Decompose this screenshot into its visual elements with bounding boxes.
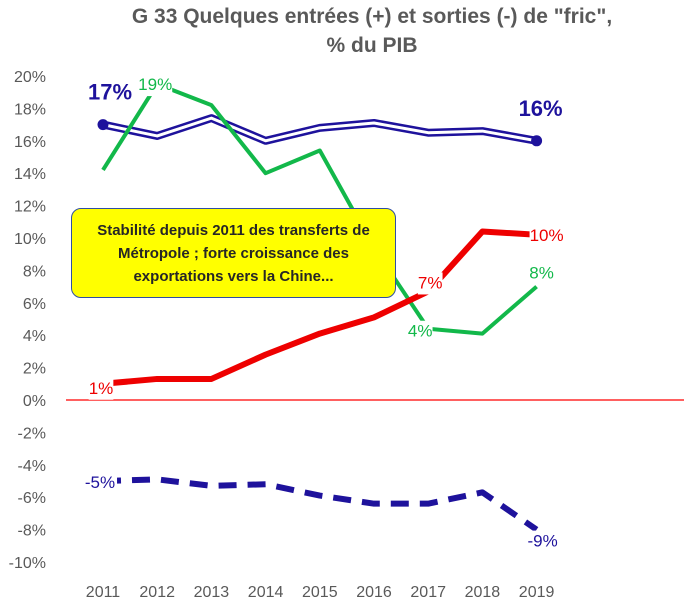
series-marker-transferts xyxy=(97,119,109,131)
label-sorties-2011-bg xyxy=(82,472,118,494)
y-tick-label: -2% xyxy=(18,425,46,442)
x-axis: 2011 2012 2013 2014 2015 2016 2017 2018 2019 xyxy=(86,584,555,601)
label-sorties-2019: -9% xyxy=(527,532,557,551)
y-tick-label: -8% xyxy=(18,523,46,540)
y-axis: -10% -8% -6% -4% -2% 0% 2% 4% 6% 8% 10% 12% 14% 16% 18… xyxy=(9,69,46,572)
label-exportations-2012-bg xyxy=(138,74,173,97)
y-tick-label: -6% xyxy=(18,490,46,507)
label-croissance-2017-bg xyxy=(417,272,443,295)
x-tick-label: 2018 xyxy=(465,584,501,601)
y-tick-label: 6% xyxy=(23,296,46,313)
label-croissance-2019-bg xyxy=(529,224,564,247)
x-tick-label: 2017 xyxy=(410,584,446,601)
series-line-transferts-inner xyxy=(102,116,537,143)
y-tick-label: 0% xyxy=(23,393,46,410)
series-group xyxy=(97,82,543,533)
x-tick-label: 2013 xyxy=(194,584,230,601)
x-tick-label: 2014 xyxy=(248,584,284,601)
label-exportations-2012: 19% xyxy=(138,75,172,94)
chart-title-line2: % du PIB xyxy=(326,34,418,57)
y-tick-label: 4% xyxy=(23,328,46,345)
y-tick-label: 18% xyxy=(14,101,46,118)
series-line-sorties xyxy=(102,476,539,533)
label-transferts-2011-bg xyxy=(88,78,132,106)
series-line-transferts-outer xyxy=(102,114,538,145)
y-tick-label: 16% xyxy=(14,134,46,151)
label-croissance-2017: 7% xyxy=(418,273,443,292)
y-tick-label: 12% xyxy=(14,199,46,216)
label-croissance-2019: 10% xyxy=(530,226,564,245)
y-tick-label: 20% xyxy=(14,69,46,86)
x-tick-label: 2019 xyxy=(519,584,555,601)
y-tick-label: -4% xyxy=(18,458,46,475)
label-sorties-2011: -5% xyxy=(85,473,115,492)
label-transferts-2019-bg xyxy=(519,94,562,122)
label-exportations-2017: 4% xyxy=(408,322,433,341)
y-tick-label: -10% xyxy=(9,555,46,572)
y-tick-label: 8% xyxy=(23,263,46,280)
series-line-croissance xyxy=(102,228,537,387)
label-exportations-2019-bg xyxy=(529,262,554,285)
chart-title: G 33 Quelques entrées (+) et sorties (-)… xyxy=(60,2,684,60)
label-sorties-2019-bg xyxy=(525,530,560,553)
x-tick-label: 2015 xyxy=(302,584,338,601)
series-marker-transferts xyxy=(531,135,543,147)
label-croissance-2011: 1% xyxy=(89,379,114,398)
x-tick-label: 2012 xyxy=(139,584,175,601)
label-exportations-2019: 8% xyxy=(529,264,554,283)
y-tick-label: 14% xyxy=(14,166,46,183)
chart-title-line1: G 33 Quelques entrées (+) et sorties (-)… xyxy=(131,5,613,28)
data-labels: 17% 16% 19% 4% 8% 1% 7% 10% -5% -9% xyxy=(82,74,564,553)
y-tick-label: 2% xyxy=(23,361,46,378)
x-tick-label: 2011 xyxy=(86,584,121,601)
label-exportations-2017-bg xyxy=(407,320,433,343)
label-transferts-2019: 16% xyxy=(519,96,563,121)
annotation-box: Stabilité depuis 2011 des transferts de … xyxy=(71,208,396,298)
label-transferts-2011: 17% xyxy=(88,80,132,105)
y-tick-label: 10% xyxy=(14,231,46,248)
label-croissance-2011-bg xyxy=(88,377,114,400)
x-tick-label: 2016 xyxy=(356,584,392,601)
series-line-exportations xyxy=(101,82,538,336)
